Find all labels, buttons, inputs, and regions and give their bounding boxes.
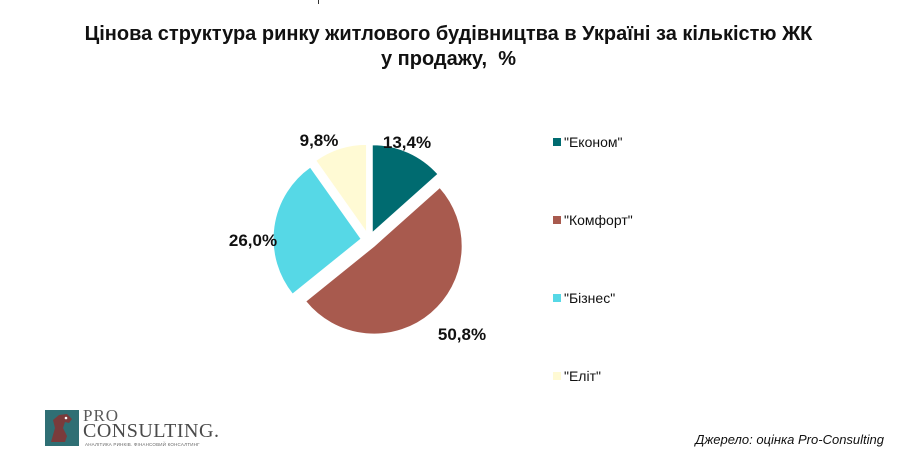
legend-item-biznes: "Бізнес" <box>553 290 615 306</box>
source-note: Джерело: оцінка Pro-Consulting <box>695 432 884 447</box>
data-label: 9,8% <box>300 131 339 150</box>
chart-title: Цінова структура ринку житлового будівни… <box>0 22 897 72</box>
pie-data-labels: 13,4% 50,8% 26,0% 9,8% <box>229 131 486 344</box>
logo-horse-icon <box>45 410 79 446</box>
pro-consulting-logo: PRO CONSULTING. АНАЛІТИКА РИНКІВ. ФІНАНС… <box>45 406 219 447</box>
pie-slices <box>272 143 463 335</box>
data-label: 13,4% <box>383 133 431 152</box>
top-tick-mark <box>318 0 319 4</box>
pie-slice-elit <box>315 143 368 234</box>
chart-title-line-2: у продажу, % <box>381 48 516 70</box>
data-label: 26,0% <box>229 231 277 250</box>
legend-label: "Комфорт" <box>564 212 633 228</box>
pie-slice-ekonom <box>371 144 439 234</box>
pie-slice-komfort <box>304 186 463 335</box>
pie-slice-biznes <box>272 166 362 295</box>
chart-title-line-1: Цінова структура ринку житлового будівни… <box>84 23 813 45</box>
logo-tagline: АНАЛІТИКА РИНКІВ. ФІНАНСОВИЙ КОНСАЛТИНГ <box>85 442 200 447</box>
legend-item-ekonom: "Економ" <box>553 134 623 150</box>
legend-swatch <box>553 138 561 146</box>
logo-consulting-text: CONSULTING. <box>83 420 220 442</box>
legend-item-elit: "Еліт" <box>553 368 601 384</box>
data-label: 50,8% <box>438 325 486 344</box>
logo-pro-text: PRO <box>83 406 120 425</box>
legend-swatch <box>553 294 561 302</box>
legend-label: "Економ" <box>564 134 623 150</box>
legend-swatch <box>553 216 561 224</box>
legend-swatch <box>553 372 561 380</box>
legend-item-komfort: "Комфорт" <box>553 212 633 228</box>
legend-label: "Еліт" <box>564 368 601 384</box>
legend-label: "Бізнес" <box>564 290 616 306</box>
